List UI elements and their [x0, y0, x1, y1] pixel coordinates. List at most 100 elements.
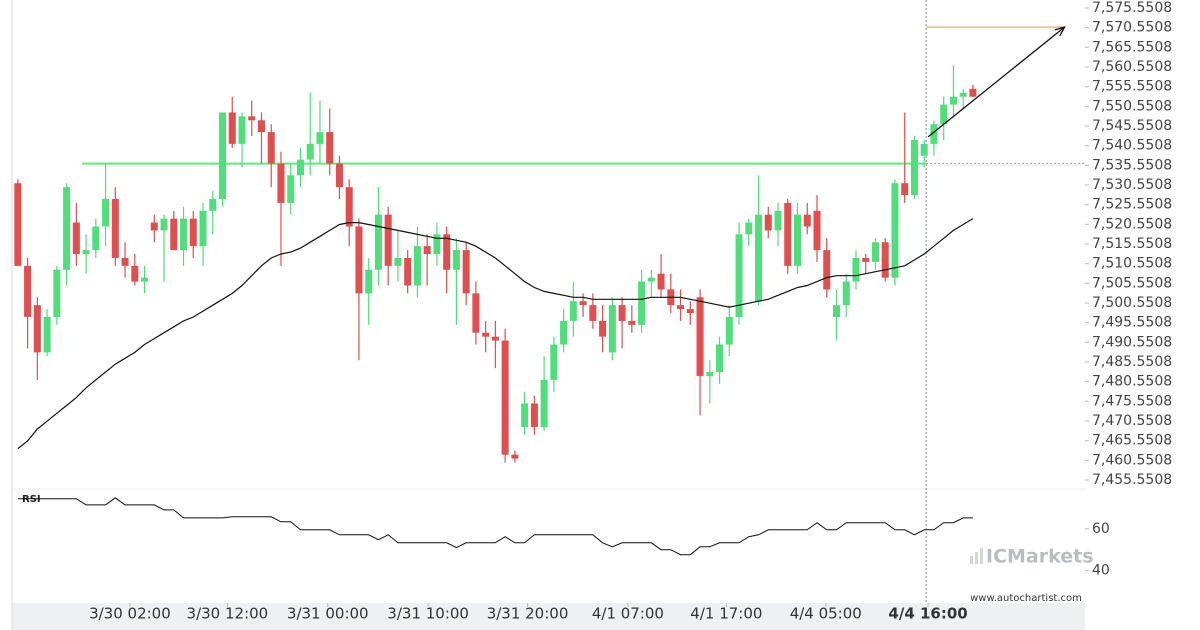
candle-body — [959, 92, 967, 97]
candle-body — [462, 250, 470, 294]
watermark-logo — [970, 548, 983, 564]
candle-body — [530, 403, 538, 428]
candle-body — [706, 372, 714, 376]
candle-body — [764, 214, 772, 231]
candle-body — [24, 265, 32, 317]
candle-body — [881, 242, 889, 278]
candle-body — [238, 116, 246, 144]
y-tick-label: 7,530.5508 — [1092, 177, 1172, 193]
candle-body — [472, 293, 480, 333]
candle-body — [287, 175, 295, 203]
source: www.autochartist.com — [970, 593, 1082, 604]
candle-body — [141, 277, 149, 282]
candle-body — [345, 187, 353, 227]
candle-body — [589, 305, 597, 321]
candle-body — [511, 454, 519, 459]
candle-body — [949, 96, 957, 105]
candle-body — [53, 269, 61, 317]
candle-body — [745, 222, 753, 235]
candle-body — [404, 257, 412, 286]
y-tick-label: 7,495.5508 — [1092, 315, 1172, 331]
candle-body — [121, 257, 129, 266]
y-tick-label: 7,505.5508 — [1092, 275, 1172, 291]
candle-body — [102, 198, 110, 227]
x-tick-label: 3/30 02:00 — [89, 605, 171, 623]
candle-body — [871, 242, 879, 262]
candle-body — [160, 218, 168, 231]
forecast-arrow — [927, 26, 1065, 138]
candle-body — [92, 226, 100, 251]
candle-body — [569, 301, 577, 321]
x-tick-label: 4/4 05:00 — [790, 605, 862, 623]
y-tick-label: 7,465.5508 — [1092, 433, 1172, 449]
y-tick-label: 7,575.5508 — [1092, 0, 1172, 16]
candle-body — [608, 305, 616, 353]
candle-body — [482, 332, 490, 337]
candle-body — [170, 218, 178, 251]
candle-body — [63, 187, 71, 270]
x-tick-label: 3/30 12:00 — [187, 605, 269, 623]
arrow-head — [1054, 26, 1066, 37]
watermark: ICMarkets — [986, 546, 1094, 568]
y-tick-label: 7,455.5508 — [1092, 472, 1172, 488]
candle-body — [257, 120, 265, 133]
y-tick-label: 7,570.5508 — [1092, 20, 1172, 36]
candle-body — [755, 214, 763, 302]
candle-body — [413, 246, 421, 286]
candle-body — [842, 281, 850, 306]
candle-body — [150, 222, 158, 231]
candle-body — [180, 218, 188, 251]
x-tick-label: 3/31 00:00 — [287, 605, 369, 623]
candle-body — [910, 139, 918, 196]
candle-body — [657, 273, 665, 290]
candle-body — [199, 210, 207, 247]
candle-body — [784, 202, 792, 266]
candle-body — [452, 250, 460, 270]
y-tick-label: 7,555.5508 — [1092, 79, 1172, 95]
candle-body — [394, 257, 402, 266]
candle-body — [423, 246, 431, 255]
candle-body — [443, 234, 451, 270]
candle-body — [774, 210, 782, 231]
candle-body — [550, 344, 558, 380]
candle-body — [891, 183, 899, 278]
candle-body — [696, 297, 704, 376]
rsi-tick-label: 40 — [1092, 563, 1110, 579]
candle-body — [803, 214, 811, 227]
candle-body — [725, 316, 733, 345]
y-tick-label: 7,475.5508 — [1092, 393, 1172, 409]
x-axis-band — [12, 603, 1085, 630]
candle-body — [248, 116, 256, 121]
candle-body — [189, 218, 197, 247]
y-tick-label: 7,540.5508 — [1092, 138, 1172, 154]
candle-body — [316, 132, 324, 144]
candle-body — [794, 214, 802, 266]
rsi-label: RSI — [22, 494, 41, 505]
candle-body — [940, 104, 948, 125]
candle-body — [647, 277, 655, 282]
candle-body — [355, 226, 363, 294]
candle-body — [43, 316, 51, 353]
candle-body — [628, 320, 636, 325]
x-tick-label: 3/31 10:00 — [387, 605, 469, 623]
candle-body — [560, 320, 568, 345]
candle-body — [228, 112, 236, 144]
rsi-tick-label: 60 — [1092, 521, 1110, 537]
y-tick-label: 7,560.5508 — [1092, 59, 1172, 75]
y-tick-label: 7,545.5508 — [1092, 118, 1172, 134]
candle-body — [296, 159, 304, 176]
candle-body — [579, 301, 587, 306]
candle-body — [433, 234, 441, 255]
y-tick-label: 7,485.5508 — [1092, 354, 1172, 370]
candle-body — [930, 124, 938, 144]
moving-average — [17, 218, 974, 450]
y-tick-label: 7,515.5508 — [1092, 236, 1172, 252]
y-tick-label: 7,550.5508 — [1092, 98, 1172, 114]
candle-body — [832, 305, 840, 317]
y-tick-label: 7,470.5508 — [1092, 413, 1172, 429]
candle-body — [735, 234, 743, 317]
candle-body — [813, 210, 821, 251]
candle-body — [111, 198, 119, 258]
y-tick-label: 7,460.5508 — [1092, 452, 1172, 468]
